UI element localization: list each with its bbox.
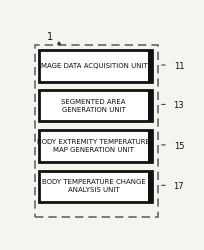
Text: BODY EXTREMITY TEMPERATURE
MAP GENERATION UNIT: BODY EXTREMITY TEMPERATURE MAP GENERATIO… xyxy=(37,139,150,153)
Bar xyxy=(148,130,153,162)
Text: IMAGE DATA ACQUISITION UNIT: IMAGE DATA ACQUISITION UNIT xyxy=(39,63,148,69)
Bar xyxy=(148,90,153,122)
Text: SEGMENTED AREA
GENERATION UNIT: SEGMENTED AREA GENERATION UNIT xyxy=(61,98,126,112)
Bar xyxy=(39,50,152,82)
Text: 11: 11 xyxy=(174,62,184,71)
Bar xyxy=(39,170,152,202)
Text: BODY TEMPERATURE CHANGE
ANALYSIS UNIT: BODY TEMPERATURE CHANGE ANALYSIS UNIT xyxy=(42,180,145,194)
Bar xyxy=(148,50,153,82)
Text: 15: 15 xyxy=(174,142,184,150)
Bar xyxy=(35,46,158,217)
Bar xyxy=(39,130,152,162)
Bar xyxy=(39,90,152,122)
Bar xyxy=(148,170,153,202)
Text: 17: 17 xyxy=(174,182,184,191)
Text: 1: 1 xyxy=(47,32,53,42)
Text: 13: 13 xyxy=(174,101,184,110)
